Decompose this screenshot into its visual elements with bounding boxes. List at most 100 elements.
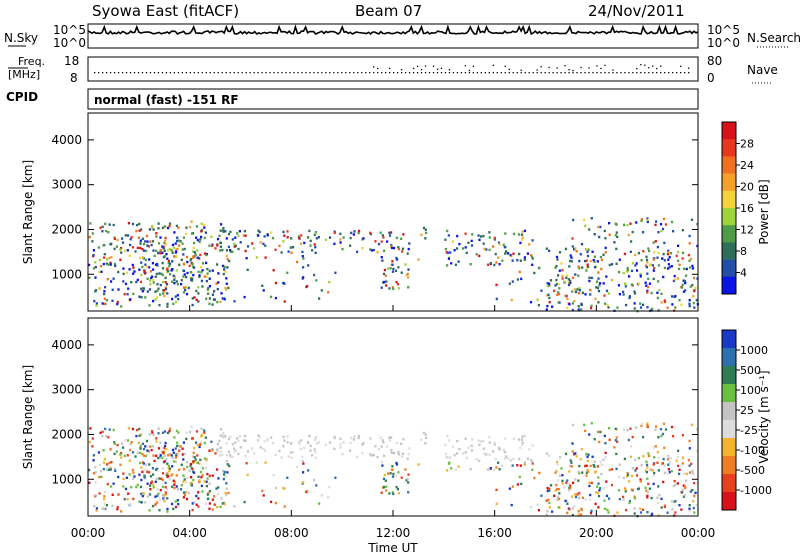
velocity-cell xyxy=(674,511,677,514)
power-cell xyxy=(175,224,178,228)
power-cell xyxy=(425,231,428,235)
velocity-cell xyxy=(174,505,178,509)
velocity-cell xyxy=(663,446,666,450)
power-cell xyxy=(397,287,400,290)
velocity-cell xyxy=(529,506,533,509)
velocity-cell xyxy=(630,488,633,491)
power-cell xyxy=(171,280,174,283)
power-cell xyxy=(205,297,208,300)
velocity-cell xyxy=(169,478,172,481)
velocity-cell xyxy=(450,467,453,470)
power-cell xyxy=(225,249,228,252)
power-cell xyxy=(129,238,132,241)
power-cell xyxy=(108,256,111,260)
freq-dot xyxy=(269,72,271,74)
power-cell xyxy=(406,252,409,255)
velocity-cell xyxy=(407,481,410,484)
velocity-cell xyxy=(148,433,151,436)
velocity-cell xyxy=(656,461,659,464)
velocity-cell xyxy=(208,474,211,478)
velocity-cell xyxy=(667,456,670,459)
nave-dot xyxy=(472,65,475,67)
station-title: Syowa East (fitACF) xyxy=(92,2,239,20)
velocity-cell xyxy=(163,460,166,463)
velocity-cell xyxy=(623,428,626,432)
velocity-cell xyxy=(456,439,459,443)
velocity-cell xyxy=(538,471,541,475)
power-cell xyxy=(618,293,621,296)
power-cell xyxy=(156,262,159,266)
sky-right-tick-top: 10^5 xyxy=(707,23,740,37)
freq-dot xyxy=(133,72,136,74)
velocity-cell xyxy=(185,460,189,464)
power-cell xyxy=(406,272,409,276)
velocity-cell xyxy=(309,444,312,448)
velocity-cell xyxy=(283,505,286,508)
velocity-cell xyxy=(219,446,222,450)
velocity-cell xyxy=(493,441,496,445)
velocity-cell xyxy=(108,461,111,465)
velocity-cell xyxy=(194,458,197,461)
velocity-cell xyxy=(648,469,651,472)
velocity-cell xyxy=(156,467,159,471)
velocity-cell xyxy=(193,501,196,504)
velocity-cell xyxy=(693,481,696,485)
freq-dot xyxy=(221,72,223,74)
power-cell xyxy=(637,282,640,285)
power-cell xyxy=(117,270,120,274)
power-cell xyxy=(597,277,600,280)
power-cell xyxy=(183,273,186,276)
power-cell xyxy=(263,235,266,238)
power-cell xyxy=(208,285,211,288)
velocity-cell xyxy=(105,504,108,507)
velocity-cell xyxy=(251,447,254,450)
nave-dot xyxy=(448,68,451,71)
power-cell xyxy=(587,265,590,268)
power-cell xyxy=(266,234,269,237)
power-cell xyxy=(608,233,611,236)
velocity-cell xyxy=(220,497,223,500)
power-cell xyxy=(180,258,183,261)
velocity-cell xyxy=(629,455,632,458)
freq-dots xyxy=(94,64,690,74)
power-cell xyxy=(548,282,551,285)
power-cell xyxy=(160,272,163,275)
velocity-cell xyxy=(139,444,142,447)
velocity-cell xyxy=(577,470,580,473)
power-cell xyxy=(585,247,588,251)
power-cell xyxy=(92,267,96,270)
power-cell xyxy=(120,247,123,250)
velocity-cell xyxy=(390,451,394,455)
power-cell xyxy=(161,280,165,284)
power-cell xyxy=(233,242,236,245)
power-cell xyxy=(603,294,606,297)
colorbar-tick-label: 16 xyxy=(740,202,754,215)
y-tick-label: 2000 xyxy=(51,427,82,441)
power-cell xyxy=(521,236,524,239)
power-cell xyxy=(531,257,534,260)
power-cell xyxy=(585,259,588,262)
power-cell xyxy=(314,232,317,235)
freq-dot xyxy=(125,72,128,74)
power-cell xyxy=(633,292,637,295)
power-cell xyxy=(172,274,175,277)
velocity-cell xyxy=(681,434,684,437)
velocity-cell xyxy=(577,510,580,513)
velocity-cell xyxy=(313,478,316,482)
x-tick-label: 04:00 xyxy=(172,526,207,540)
velocity-cell xyxy=(635,426,638,429)
power-cell xyxy=(397,266,400,269)
power-cell xyxy=(174,295,177,298)
power-cell xyxy=(558,269,561,272)
velocity-cell xyxy=(182,480,185,483)
velocity-cell xyxy=(469,468,472,471)
velocity-cell xyxy=(224,491,227,495)
velocity-cell xyxy=(573,453,576,456)
velocity-cell xyxy=(182,491,186,494)
velocity-cell xyxy=(556,463,559,466)
power-cell xyxy=(571,308,574,312)
power-cell xyxy=(114,264,117,267)
velocity-cell xyxy=(396,488,399,491)
